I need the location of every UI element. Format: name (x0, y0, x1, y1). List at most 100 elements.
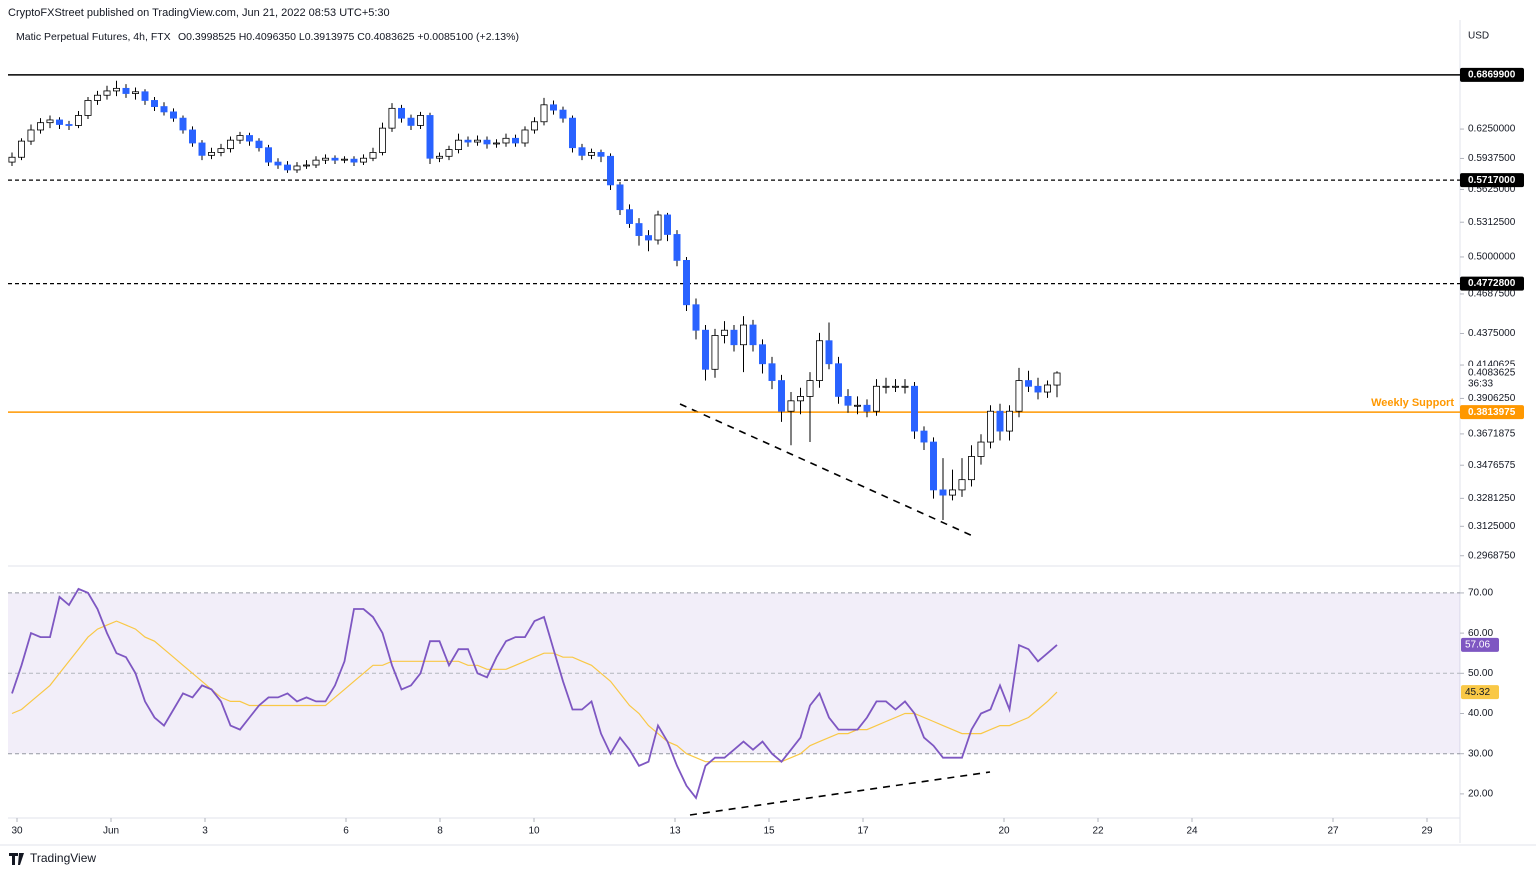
candle-body (160, 106, 168, 113)
y-tick-label: 0.4140625 (1468, 360, 1516, 371)
candle-body (455, 139, 462, 150)
candle-body (293, 165, 301, 171)
candle-body (740, 324, 747, 346)
candle-body (122, 87, 130, 94)
y-tick-label: 70.00 (1468, 588, 1493, 599)
candle-body (1053, 372, 1061, 386)
candle-body (274, 161, 282, 166)
y-tick-label: 0.5937500 (1468, 153, 1516, 164)
level-badge (1460, 276, 1524, 291)
candle-body (502, 137, 510, 144)
candle-body (331, 157, 339, 161)
value-label: 45.32 (1465, 687, 1490, 698)
countdown: 36:33 (1468, 379, 1493, 390)
candle-body (664, 214, 671, 235)
candle-body (968, 456, 975, 481)
candle-body (949, 489, 956, 496)
candle-body (1025, 380, 1032, 387)
x-tick-label: Jun (103, 826, 119, 837)
level-label: 0.4772800 (1468, 278, 1516, 289)
candle-body (246, 135, 253, 142)
candle-body (673, 234, 681, 261)
candle-body (94, 94, 101, 101)
value-label: 57.06 (1465, 640, 1490, 651)
candle-body (569, 117, 576, 149)
candle-body (208, 152, 215, 156)
candle-body (151, 100, 158, 107)
candle-body (493, 142, 500, 145)
logo (9, 853, 24, 865)
candle-body (578, 147, 586, 156)
candle-body (996, 410, 1004, 432)
x-tick-label: 6 (343, 826, 349, 837)
level-badge (1460, 405, 1524, 420)
candle-body (236, 135, 244, 141)
level-name: Weekly Support (1371, 397, 1454, 409)
candle-body (920, 430, 928, 443)
x-tick-label: 3 (202, 826, 208, 837)
candle-body (341, 158, 348, 161)
rsi-line (11, 620, 1058, 763)
y-tick-label: 0.3281250 (1468, 493, 1516, 504)
candle-body (65, 124, 73, 126)
x-tick-label: 30 (11, 826, 23, 837)
candle-body (892, 385, 899, 388)
y-tick-label: 30.00 (1468, 748, 1493, 759)
candle-body (312, 159, 320, 166)
rsi-line (11, 587, 1058, 800)
candle-body (1034, 385, 1042, 393)
candle-body (255, 140, 263, 149)
trend-line (689, 771, 991, 816)
candle-body (1044, 384, 1051, 393)
x-tick-label: 10 (528, 826, 540, 837)
y-tick-label: 0.3476575 (1468, 460, 1516, 471)
y-tick-label: 0.4687500 (1468, 289, 1516, 300)
level-badge (1460, 173, 1524, 188)
candle-body (844, 396, 852, 406)
candle-body (132, 91, 139, 94)
candle-body (179, 117, 187, 131)
candle-body (873, 385, 880, 412)
rsi-pane: 70.00 60.00 50.00 40.00 30.00 20.00 45.32 57.06 (8, 588, 1499, 800)
candle-body (825, 340, 833, 365)
candle-body (189, 129, 196, 144)
candle-body (170, 111, 177, 119)
candle-body (46, 119, 54, 124)
x-tick-label: 17 (857, 826, 869, 837)
candle-body (607, 155, 614, 186)
candle-body (322, 157, 329, 161)
y-tick-label: 40.00 (1468, 708, 1493, 719)
x-tick-label: 24 (1186, 826, 1198, 837)
y-tick-label: 0.3125000 (1468, 521, 1516, 532)
candle-body (217, 148, 225, 153)
level-label: 0.5717000 (1468, 175, 1516, 186)
value-badge (1461, 685, 1499, 700)
candle-body (939, 489, 947, 496)
x-tick-label: 22 (1092, 826, 1104, 837)
candle-body (56, 119, 63, 125)
y-tick-label: 0.5312500 (1468, 217, 1516, 228)
y-tick-label: 0.2968750 (1468, 550, 1516, 561)
x-tick-label: 8 (437, 826, 443, 837)
candle-body (8, 156, 16, 163)
candle-body (1015, 380, 1023, 412)
candle-body (445, 149, 453, 157)
y-tick-label: 20.00 (1468, 789, 1493, 800)
candle-body (426, 115, 434, 159)
candle-body (759, 344, 766, 365)
y-tick-label: 0.6250000 (1468, 124, 1516, 135)
candle-body (778, 380, 785, 412)
candle-body (388, 107, 396, 129)
value-badge (1461, 637, 1499, 652)
candle-body (436, 155, 443, 159)
candle-body (721, 329, 728, 336)
candle-body (749, 324, 757, 346)
publisher: CryptoFXStreet published on TradingView.… (8, 7, 390, 19)
candle-body (512, 137, 519, 144)
last-price-badge (1461, 365, 1531, 390)
candle-body (265, 147, 272, 163)
candle-body (75, 115, 82, 126)
candle-body (835, 363, 842, 397)
candle-body (417, 115, 424, 126)
